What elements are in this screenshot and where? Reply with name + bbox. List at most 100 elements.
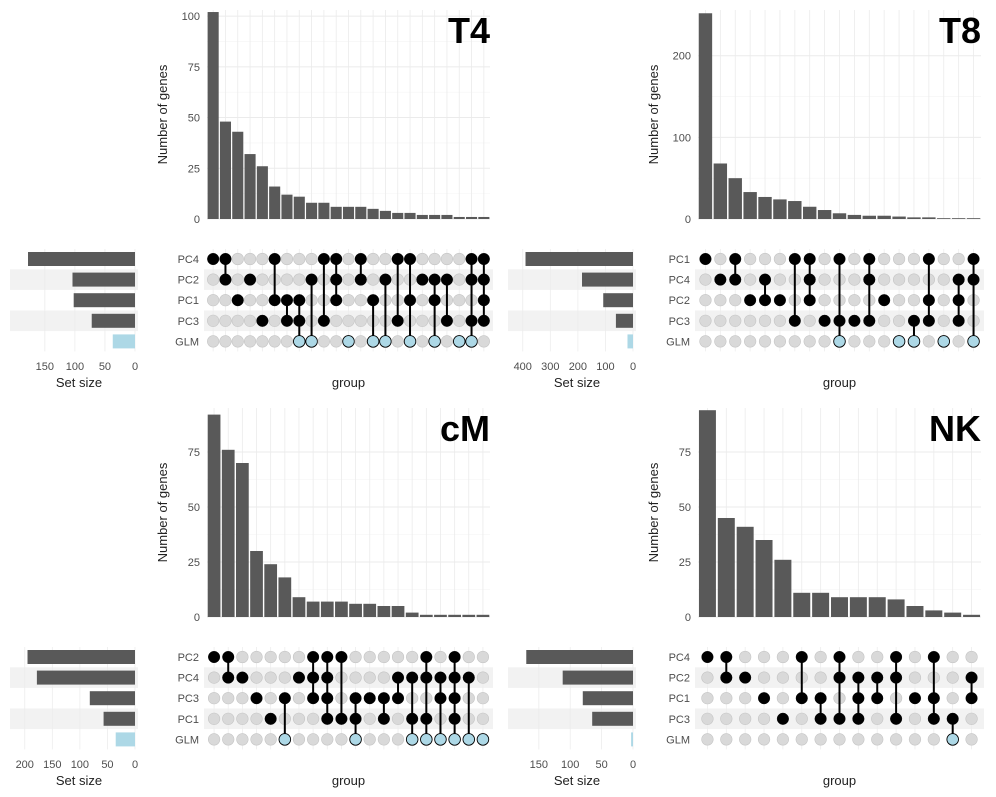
matrix-dot-active: [293, 294, 306, 307]
set-size-bar: [526, 650, 633, 664]
matrix-dots: [207, 650, 490, 746]
matrix-dot-active: [922, 294, 935, 307]
matrix-dot-active: [759, 273, 772, 286]
matrix-dot-inactive: [416, 294, 429, 307]
set-size-bar: [582, 691, 633, 706]
matrix-dot-active: [803, 252, 816, 265]
set-size-tick-label: 0: [132, 759, 138, 771]
matrix-dot-inactive: [757, 712, 771, 725]
y-tick-label: 25: [679, 557, 691, 569]
set-label: PC3: [178, 316, 199, 328]
matrix-dot-active: [927, 651, 940, 664]
matrix-dot-inactive: [907, 252, 921, 266]
matrix-dot-inactive: [367, 273, 380, 286]
matrix-dot-inactive: [256, 294, 269, 307]
matrix-dot-active: [268, 294, 281, 307]
matrix-dot-inactive: [878, 252, 891, 266]
matrix-dot-inactive: [937, 252, 950, 266]
intersection-bar: [951, 218, 966, 219]
intersection-bar: [256, 166, 268, 219]
matrix-dot-inactive: [776, 733, 790, 746]
matrix-dot-active: [937, 335, 951, 348]
matrix-dot-active: [890, 671, 903, 684]
matrix-dot-active: [349, 733, 362, 746]
matrix-dot-inactive: [391, 335, 404, 348]
intersection-bar: [363, 603, 377, 617]
matrix-dot-active: [330, 294, 343, 307]
intersection-bars: [698, 410, 981, 617]
set-size-tick-label: 50: [99, 361, 111, 373]
matrix-dot-inactive: [207, 314, 220, 327]
matrix-dot-inactive: [776, 692, 790, 705]
set-label: PC1: [178, 295, 199, 307]
matrix-dot-active: [952, 294, 965, 307]
matrix-dot-inactive: [416, 314, 429, 327]
intersection-bar: [803, 206, 817, 219]
matrix-dot-active: [403, 335, 417, 348]
matrix-dot-inactive: [243, 335, 257, 348]
matrix-dot-inactive: [250, 712, 263, 725]
set-size-bar: [28, 252, 136, 266]
matrix-dot-active: [391, 252, 404, 265]
intersection-bar: [379, 210, 391, 219]
matrix-dot-inactive: [922, 335, 935, 348]
intersection-bar: [963, 614, 981, 617]
matrix-dot-inactive: [243, 314, 257, 327]
matrix-dot-inactive: [307, 733, 320, 746]
matrix-dot-active: [863, 273, 876, 286]
intersection-bar: [320, 601, 334, 617]
matrix-dot-active: [207, 252, 220, 265]
matrix-dot-active: [744, 294, 757, 307]
matrix-dot-active: [922, 314, 935, 327]
intersection-bar: [743, 192, 757, 219]
intersection-bar: [713, 163, 728, 219]
intersection-bar: [774, 559, 792, 617]
matrix-dot-inactive: [236, 692, 249, 705]
matrix-dot-inactive: [250, 671, 263, 684]
matrix-dot-active: [833, 712, 846, 725]
intersection-bar: [342, 206, 355, 219]
matrix-dot-active: [222, 671, 235, 684]
matrix-dot-active: [434, 733, 447, 746]
intersection-bar: [391, 606, 405, 617]
matrix-dot-active: [416, 273, 429, 286]
matrix-dot-inactive: [852, 650, 865, 664]
matrix-dot-active: [965, 692, 978, 705]
matrix-dot-active: [871, 692, 884, 705]
matrix-dot-inactive: [264, 671, 277, 684]
matrix-dot-inactive: [264, 692, 277, 705]
set-size-axis-label: Set size: [56, 773, 102, 788]
matrix-dot-inactive: [927, 733, 940, 746]
matrix-dot-active: [280, 314, 293, 327]
matrix-dot-inactive: [363, 712, 376, 725]
matrix-dot-inactive: [937, 273, 950, 286]
intersection-bar: [698, 410, 716, 617]
matrix-dot-active: [833, 335, 846, 348]
matrix-dot-active: [863, 314, 876, 327]
matrix-dot-inactive: [280, 273, 294, 286]
intersection-bar: [221, 449, 235, 617]
intersection-bar: [698, 13, 713, 219]
matrix-dot-active: [321, 712, 334, 725]
matrix-dot-active: [349, 712, 362, 725]
matrix-dot-inactive: [293, 273, 306, 286]
matrix-dot-active: [465, 252, 478, 265]
matrix-dot-inactive: [848, 335, 861, 348]
set-size-bar: [91, 313, 135, 328]
matrix-dot-active: [379, 335, 392, 348]
matrix-dot-active: [222, 651, 235, 664]
matrix-dot-active: [773, 294, 786, 307]
matrix-dot-active: [208, 651, 221, 664]
matrix-dot-inactive: [863, 335, 876, 348]
matrix-dot-inactive: [814, 671, 827, 684]
matrix-dot-inactive: [795, 712, 808, 725]
set-size-tick-label: 100: [596, 361, 614, 373]
matrix-dot-inactive: [952, 335, 965, 348]
matrix-dot-inactive: [207, 335, 220, 348]
set-size-bar: [592, 711, 633, 726]
matrix-dot-active: [264, 712, 277, 725]
intersection-bar: [877, 215, 891, 219]
y-tick-label: 75: [188, 62, 200, 74]
matrix-dot-inactive: [814, 650, 827, 664]
matrix-dot-inactive: [367, 252, 380, 266]
